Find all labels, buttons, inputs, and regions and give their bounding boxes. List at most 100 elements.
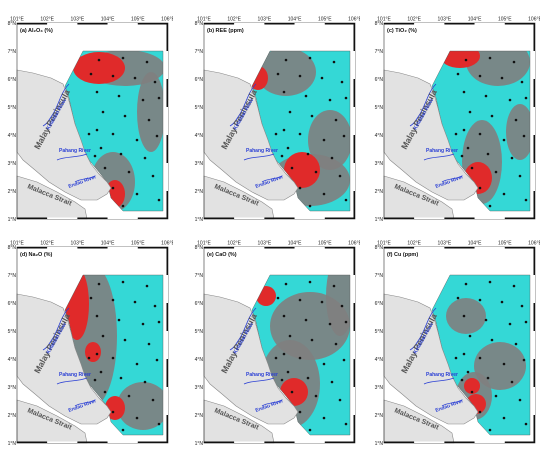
lat-tick-label: 2°N [375,413,384,419]
scale-bar-segment [204,247,235,249]
survey-area-outline [251,50,351,212]
sampling-station [462,90,466,94]
scale-bar-segment [204,217,235,219]
river-label: Pahang River [59,372,91,378]
lon-tick-label: 102°E [227,241,241,247]
kelantan-river-line [42,307,70,351]
sampling-station [286,370,290,374]
lon-tick-label: 104°E [468,241,482,247]
scale-bar-segment [353,331,355,359]
lon-tick-label: 102°E [227,17,241,23]
lon-tick-label: 103°E [258,241,272,247]
map-panel: 101°E 102°E 103°E 104°E 105°E 106°E 8°N 7°N 6°N 5… [190,236,360,448]
scale-bar-segment [107,217,138,219]
scale-bar-segment [17,247,48,249]
scale-bar-segment [414,217,445,219]
lat-tick-label: 7°N [195,273,204,279]
sampling-station [143,156,147,160]
sampling-station [500,300,504,304]
sampling-station [494,170,498,174]
sampling-station [298,186,302,190]
sampling-station [135,138,139,142]
lon-tick-label: 106°E [161,241,173,247]
sampling-station [314,394,318,398]
sampling-station [117,94,121,98]
contour-mid-zone [506,104,530,160]
scale-bar-segment [166,135,168,163]
sampling-station [89,296,93,300]
sampling-station [87,132,91,136]
scale-bar-segment [324,23,355,25]
contour-mid-zone [446,298,486,334]
sampling-station [286,146,290,150]
lon-tick-label: 104°E [288,17,302,23]
lat-tick-label: 5°N [195,105,204,111]
lat-tick-label: 2°N [8,189,17,195]
lat-tick-label: 1°N [195,441,204,447]
scale-bar-segment [166,415,168,443]
sampling-station [502,192,506,196]
sampling-station [468,110,472,114]
scale-bar-segment [353,303,355,331]
lat-tick-label: 3°N [375,161,384,167]
sampling-station [330,156,334,160]
scale-bar-segment [137,23,168,25]
sampling-station [502,138,506,142]
sampling-station [494,394,498,398]
scale-bar-segment [234,23,265,25]
sampling-station [490,114,494,118]
sampling-station [111,186,115,190]
contour-mid-zone [117,382,163,430]
sampling-station [462,314,466,318]
pahang-river-line [423,153,455,161]
contour-mid-zone [466,51,530,86]
scale-bar-segment [384,23,415,25]
pahang-river-line [56,153,88,161]
sampling-station [470,166,474,170]
lat-tick-label: 6°N [375,77,384,83]
sampling-station [484,318,488,322]
sampling-station [274,356,278,360]
sampling-station [135,416,139,420]
sampling-station [298,298,302,302]
lat-tick-label: 3°N [195,161,204,167]
map-panel: 101°E 102°E 103°E 104°E 105°E 106°E 8°N 7°N 6°N 5… [190,12,360,224]
sampling-station [298,74,302,78]
sampling-station [308,56,312,60]
scale-bar-segment [533,163,535,191]
sampling-station [290,390,294,394]
river-label: Pahang River [426,148,458,154]
lat-tick-label: 6°N [195,77,204,83]
scale-bar-segment [166,247,168,275]
scale-bar-segment [166,387,168,415]
sampling-station [512,60,516,64]
sampling-station [284,282,288,286]
lon-tick-label: 102°E [40,241,54,247]
survey-area-outline [431,274,531,436]
sampling-station [522,134,526,138]
scale-bar-segment [353,163,355,191]
sampling-station [520,304,524,308]
scale-bar-segment [353,191,355,219]
lon-tick-label: 106°E [528,241,540,247]
lat-tick-label: 5°N [375,329,384,335]
lon-tick-label: 103°E [258,17,272,23]
sampling-station [340,80,344,84]
scale-bar-segment [77,247,108,249]
sampling-station [512,284,516,288]
sampling-station [111,298,115,302]
sampling-station [87,356,91,360]
scale-bar-segment [204,441,235,443]
scale-bar-segment [166,191,168,219]
scale-bar-segment [353,415,355,443]
lat-tick-label: 7°N [8,49,17,55]
lon-tick-label: 104°E [101,17,115,23]
sampling-station [304,94,308,98]
sampling-station [151,398,155,402]
sampling-station [454,356,458,360]
panel-title: (f) Cu (ppm) [387,252,418,258]
lon-tick-label: 102°E [407,241,421,247]
scale-bar-segment [166,359,168,387]
scale-bar-segment [444,217,475,219]
